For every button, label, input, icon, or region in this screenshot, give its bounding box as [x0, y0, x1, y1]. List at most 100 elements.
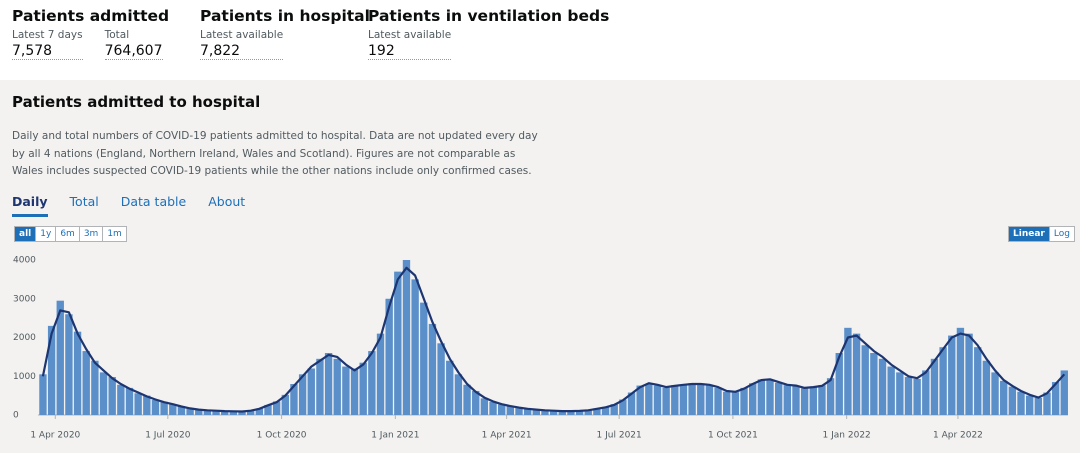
bar [463, 384, 471, 415]
tab[interactable]: Total [69, 194, 99, 209]
tab[interactable]: Data table [120, 194, 187, 209]
y-tick-label: 1000 [13, 372, 36, 382]
bar [575, 410, 584, 415]
bar [134, 393, 142, 415]
bar [342, 366, 350, 415]
bar [610, 404, 618, 415]
bar [117, 384, 125, 415]
metric-label: Latest available [200, 29, 284, 41]
bar [39, 374, 47, 415]
bar [922, 370, 930, 415]
bar [56, 300, 64, 415]
scale-button[interactable]: Linear [1009, 227, 1050, 241]
bar [835, 353, 843, 415]
metric-label: Latest available [368, 29, 452, 41]
bar [904, 377, 913, 415]
bar [627, 392, 636, 415]
metric-value: 192 [368, 43, 452, 60]
metric-title: Patients in hospital [200, 7, 370, 25]
bar [246, 410, 255, 415]
bar [688, 383, 696, 415]
y-tick-label: 4000 [13, 256, 36, 266]
bar [324, 353, 333, 415]
bar [1034, 397, 1043, 415]
metric: Latest 7 days 7,578 [12, 29, 83, 60]
bar [82, 351, 90, 415]
scale-buttons: Linear Log [1008, 226, 1075, 242]
bar [143, 395, 151, 415]
bar [368, 351, 376, 415]
bar [645, 384, 653, 415]
bar [861, 345, 869, 415]
bar [896, 372, 904, 415]
bar [878, 358, 887, 415]
bar [446, 360, 454, 415]
bar [774, 382, 783, 415]
bar [169, 404, 177, 415]
metric-title: Patients in ventilation beds [368, 7, 610, 25]
range-buttons: all 1y 6m 3m 1m [14, 226, 127, 242]
bar [420, 302, 428, 415]
bar [151, 399, 160, 415]
bar [402, 260, 411, 415]
bar [991, 372, 999, 415]
metric-title: Patients admitted [12, 7, 170, 25]
metric-card: Patients in ventilation beds Latest avail… [368, 7, 609, 60]
bar [740, 387, 748, 415]
chart: 0 1000 2000 3000 4000 1 Apr 2020 1 Jul 2020 1 O… [13, 256, 1068, 441]
bar [662, 387, 670, 415]
bar [506, 406, 515, 415]
bar [567, 411, 575, 415]
bar [350, 368, 359, 415]
tab[interactable]: About [208, 194, 246, 209]
bar [1008, 386, 1017, 415]
bar [160, 401, 168, 415]
tab[interactable]: Daily [12, 194, 48, 217]
bar [965, 333, 973, 415]
metric-value: 764,607 [104, 43, 163, 60]
bar [697, 384, 705, 415]
card: Patients admitted to hospital Daily and … [0, 80, 1080, 453]
bar [428, 323, 437, 415]
bar [714, 387, 722, 415]
bar [757, 379, 766, 415]
bar [290, 384, 298, 415]
card-description: Daily and total numbers of COVID-19 pati… [12, 130, 538, 177]
bar [930, 358, 939, 415]
bar [229, 411, 238, 415]
bar [195, 409, 203, 415]
bar [1043, 392, 1051, 415]
bar [723, 391, 731, 415]
bar [523, 409, 532, 415]
y-tick-label: 3000 [13, 294, 36, 304]
bar [541, 410, 549, 415]
bar [472, 390, 480, 415]
bar [255, 408, 264, 415]
header: Patients admitted Latest 7 days 7,578 Total… [0, 0, 1080, 80]
card-title: Patients admitted to hospital [12, 93, 261, 111]
bar [498, 404, 506, 415]
metric: Latest available 7,822 [200, 29, 284, 60]
bar [264, 404, 272, 415]
bar [238, 411, 246, 415]
scale-button[interactable]: Log [1053, 229, 1070, 239]
bar [108, 377, 116, 415]
bar [47, 325, 56, 415]
bar [515, 407, 523, 415]
bar [982, 360, 991, 415]
bar [1000, 380, 1008, 415]
bar [818, 385, 826, 415]
range-button[interactable]: 6m [56, 227, 80, 241]
x-tick-label: 1 Jan 2021 [371, 431, 419, 441]
range-button[interactable]: 1y [36, 227, 57, 241]
range-button[interactable]: 3m [80, 227, 104, 241]
range-button[interactable]: 1m [107, 229, 122, 239]
range-button[interactable]: all [15, 227, 37, 241]
bar [212, 410, 220, 415]
metric: Latest available 192 [368, 29, 452, 60]
bar [749, 383, 757, 415]
bar [783, 385, 791, 415]
bar [203, 410, 212, 415]
bar [65, 314, 73, 415]
bar [437, 343, 445, 415]
